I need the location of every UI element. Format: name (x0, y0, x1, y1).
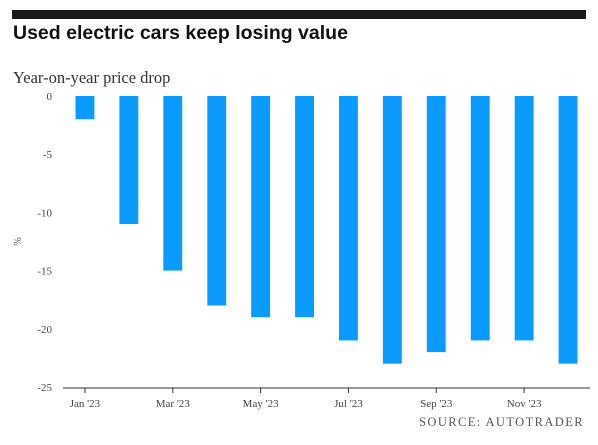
bars-group (75, 96, 578, 364)
y-tick-label: -15 (37, 266, 52, 278)
y-axis-ticks: 0 -5 -10 -15 -20 -25 (37, 91, 52, 394)
chart-subtitle: Year-on-year price drop (13, 68, 171, 87)
y-axis-unit-label: % (13, 237, 24, 245)
bar-nov-23 (514, 96, 534, 341)
bar-jun-23 (295, 96, 314, 318)
x-tick-label: Jan '23 (70, 398, 101, 410)
source-note: SOURCE: AUTOTRADER (419, 415, 584, 429)
bar-oct-23 (470, 96, 490, 341)
y-tick-label: -25 (37, 382, 52, 394)
bar-apr-23 (207, 96, 227, 306)
bar-feb-23 (119, 96, 139, 224)
bar-dec-23 (558, 96, 578, 364)
x-tick-label: May '23 (243, 398, 279, 410)
y-tick-label: 0 (47, 91, 53, 103)
x-tick-label: Sep '23 (420, 398, 453, 410)
x-tick-label: Nov '23 (507, 398, 542, 410)
bar-sep-23 (426, 96, 446, 353)
x-axis-ticks: Jan '23 Mar '23 May '23 Jul '23 Sep '23 Nov '… (70, 388, 542, 410)
bar-aug-23 (382, 96, 402, 364)
y-tick-label: -10 (37, 207, 52, 219)
bar-mar-23 (163, 96, 183, 271)
x-tick-label: Jul '23 (334, 398, 363, 410)
bar-may-23 (251, 96, 271, 318)
chart-title: Used electric cars keep losing value (13, 22, 348, 44)
y-tick-label: -5 (43, 149, 53, 161)
bar-jan-23 (75, 96, 95, 120)
x-tick-label: Mar '23 (156, 398, 191, 410)
y-tick-label: -20 (37, 324, 52, 336)
top-rule (12, 10, 586, 19)
bar-jul-23 (339, 96, 358, 341)
